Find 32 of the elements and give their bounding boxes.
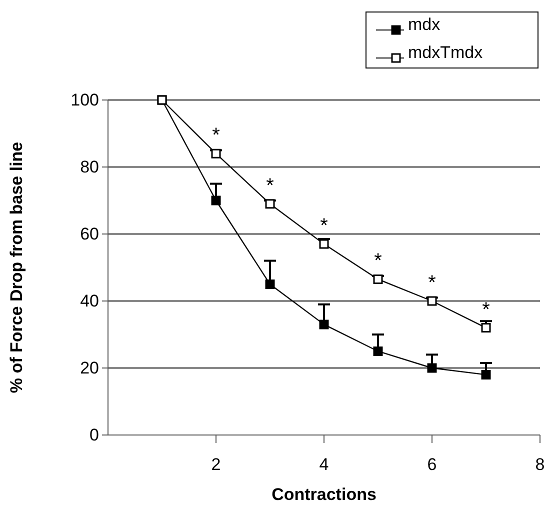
annotation: * — [428, 272, 436, 294]
point — [427, 363, 437, 373]
y-tick-label: 0 — [90, 425, 99, 444]
point — [481, 370, 491, 380]
annotation: * — [212, 124, 220, 147]
annotation: * — [320, 215, 328, 238]
legend-label: mdx — [408, 15, 441, 34]
x-tick-label: 8 — [535, 454, 545, 474]
y-tick-label: 40 — [80, 291, 99, 310]
x-axis-title: Contractions — [272, 485, 376, 504]
point — [319, 239, 329, 249]
annotation: * — [482, 298, 490, 321]
x-tick-label: 6 — [427, 454, 437, 474]
point — [265, 199, 275, 209]
point — [373, 274, 383, 284]
y-tick-label: 60 — [80, 224, 99, 244]
y-tick-label: 20 — [80, 358, 99, 378]
point — [265, 280, 275, 289]
point — [427, 296, 437, 306]
point — [373, 346, 383, 356]
annotation: * — [374, 250, 382, 272]
x-tick-label: 4 — [319, 454, 329, 474]
y-axis-title: % of Force Drop from base line — [7, 142, 26, 394]
y-tick-label: 80 — [80, 157, 99, 176]
x-tick-label: 2 — [211, 454, 221, 474]
y-tick-label: 100 — [70, 90, 99, 110]
annotation: * — [266, 174, 274, 197]
point — [211, 196, 221, 206]
legend-label: mdxTmdx — [408, 43, 484, 62]
point — [319, 320, 329, 330]
point — [481, 323, 491, 333]
point — [211, 148, 221, 158]
